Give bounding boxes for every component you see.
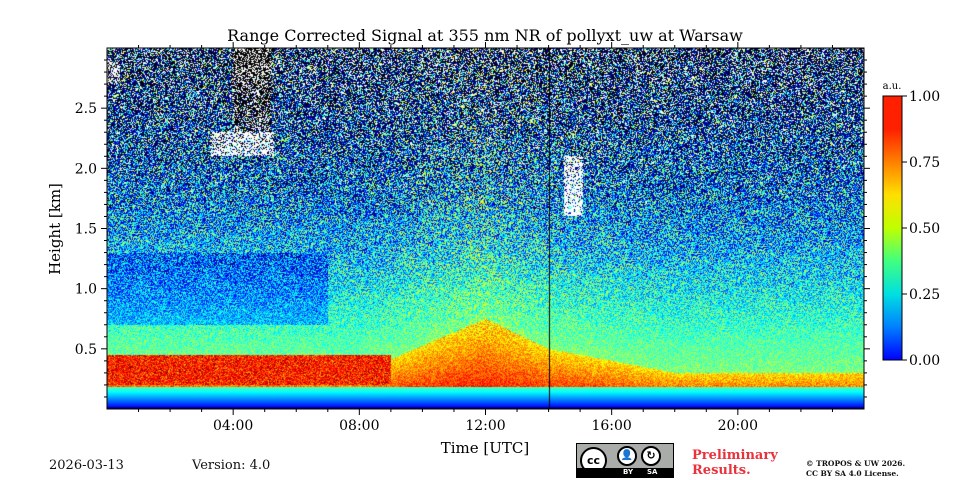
preliminary-line2: Results. [692, 463, 751, 478]
colorbar-ticks: 0.00 0.25 0.50 0.75 1.00 [902, 89, 940, 369]
x-tick-label: 20:00 [718, 418, 758, 434]
date-label: 2026-03-13 [49, 458, 124, 473]
preliminary-line1: Preliminary [692, 448, 778, 463]
copyright-line2: CC BY SA 4.0 License. [806, 469, 899, 478]
x-axis-label: Time [UTC] [441, 439, 530, 457]
colorbar-tick-label: 0.75 [909, 155, 940, 171]
colorbar-tick-label: 1.00 [909, 89, 940, 105]
x-axis: 04:00 08:00 12:00 16:00 20:00 [138, 42, 833, 434]
copyright-line1: © TROPOS & UW 2026. [806, 459, 906, 468]
badge-strip [577, 468, 673, 477]
colorbar-tick-label: 0.25 [909, 287, 940, 303]
version-label: Version: 4.0 [192, 458, 271, 473]
by-label: BY [623, 468, 634, 476]
x-tick-label: 04:00 [213, 418, 253, 434]
chart-title: Range Corrected Signal at 355 nm NR of p… [227, 26, 743, 45]
y-tick-label: 0.5 [75, 342, 97, 358]
x-tick-label: 08:00 [339, 418, 379, 434]
y-axis-label: Height [km] [46, 183, 64, 275]
y-tick-label: 1.5 [75, 222, 97, 238]
colorbar-unit: a.u. [883, 81, 902, 92]
colorbar [882, 95, 903, 361]
y-tick-label: 1.0 [75, 282, 97, 298]
y-axis: 0.5 1.0 1.5 2.0 2.5 [75, 59, 870, 398]
license-badge[interactable]: cc 👤 ↻ BY SA [576, 443, 674, 478]
colorbar-tick-label: 0.00 [909, 353, 940, 369]
heatmap [107, 48, 864, 409]
y-tick-label: 2.5 [75, 101, 97, 117]
copyright-note: © TROPOS & UW 2026. CC BY SA 4.0 License… [806, 459, 905, 479]
x-tick-label: 16:00 [591, 418, 631, 434]
by-icon: 👤 [617, 446, 637, 466]
sa-icon: ↻ [641, 446, 661, 466]
y-tick-label: 2.0 [75, 161, 97, 177]
x-tick-label: 12:00 [465, 418, 505, 434]
sa-label: SA [647, 468, 658, 476]
colorbar-tick-label: 0.50 [909, 221, 940, 237]
preliminary-note: Preliminary Results. [692, 448, 778, 478]
